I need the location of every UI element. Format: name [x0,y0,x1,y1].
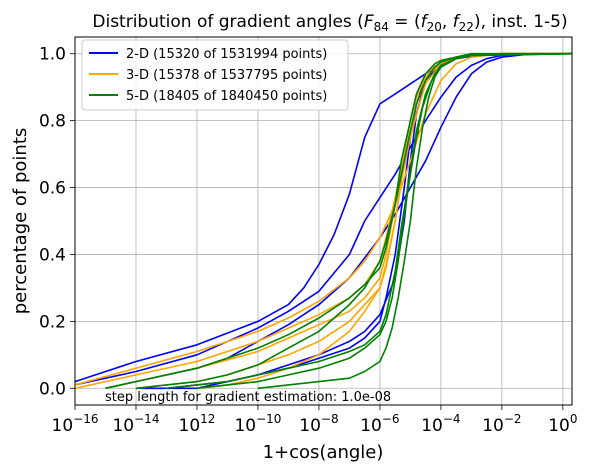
x-tick-label: 10−4 [421,412,460,436]
y-tick-label: 0.4 [39,245,66,265]
legend-label: 2-D (15320 of 1531994 points) [126,47,327,62]
y-axis-label: percentage of points [10,128,31,315]
legend-entries: 2-D (15320 of 1531994 points) 3-D (15378 … [89,47,327,104]
series-3-curve-1 [105,52,572,390]
data-curves [74,52,573,390]
chart-title: Distribution of gradient angles (F84 = (… [92,12,567,34]
x-tick-label: 10−2 [482,412,521,436]
step-length-annotation: step length for gradient estimation: 1.0… [105,390,391,405]
y-tick-label: 0.8 [39,112,66,132]
x-tick-label: 1012 [179,412,216,436]
x-tick-label: 10−10 [234,412,281,436]
x-tick-label: 10−8 [299,412,338,436]
axes-frame [74,36,573,406]
series-3-curve-5 [257,52,573,390]
series-1-curve-3 [105,52,572,390]
x-tick-label: 10−6 [360,412,399,436]
y-tick-label: 0.0 [39,379,66,399]
x-tick-label: 10−16 [52,412,99,436]
axis-ticks: 10−16 10−14 1012 10−10 10−8 10−6 10−4 10−2 100 0.… [39,45,578,436]
x-tick-label: 100 [548,412,577,436]
legend-box [81,39,349,111]
legend-label: 3-D (15378 of 1537795 points) [126,68,327,83]
x-axis-label: 1+cos(angle) [263,442,384,463]
x-tick-label: 10−14 [112,412,159,436]
y-tick-label: 0.6 [39,179,66,199]
legend-label: 5-D (18405 of 1840450 points) [126,89,327,104]
legend: 2-D (15320 of 1531994 points) 3-D (15378 … [81,39,349,111]
series-3-curve-3 [166,52,573,390]
y-tick-label: 1.0 [39,45,66,65]
y-tick-label: 0.2 [39,312,66,332]
plot-area: 10−16 10−14 1012 10−10 10−8 10−6 10−4 10−2 100 0.… [39,36,578,436]
series-3-curve-2 [135,52,573,390]
